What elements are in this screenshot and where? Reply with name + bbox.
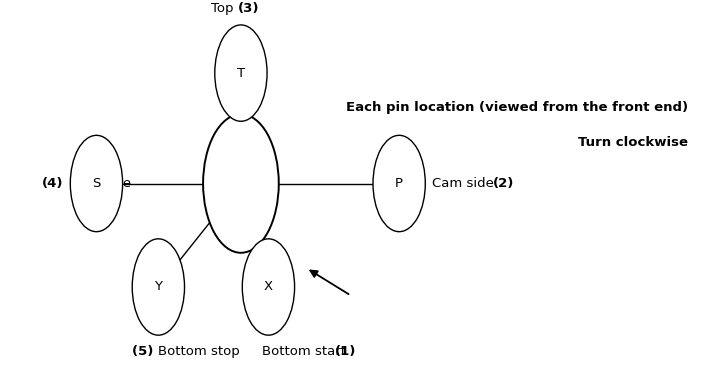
Text: (2): (2) [493,177,514,190]
Ellipse shape [70,135,123,232]
Ellipse shape [373,135,425,232]
Text: (5): (5) [133,345,159,358]
Text: Top: Top [211,2,237,15]
Text: X: X [264,280,273,294]
Ellipse shape [203,114,279,253]
Ellipse shape [215,25,267,121]
Text: Y: Y [154,280,162,294]
Text: (3): (3) [237,2,259,15]
Text: Each pin location (viewed from the front end): Each pin location (viewed from the front… [346,101,688,114]
Text: Turn clockwise: Turn clockwise [578,135,688,149]
Text: Bottom stop: Bottom stop [159,345,240,358]
Text: P: P [395,177,403,190]
Text: (4): (4) [42,177,63,190]
Ellipse shape [132,239,185,335]
Text: Exh. Side: Exh. Side [65,177,131,190]
Ellipse shape [242,239,295,335]
Text: Bottom start: Bottom start [262,345,350,358]
Text: Cam side: Cam side [432,177,498,190]
Text: (1): (1) [334,345,356,358]
Text: T: T [237,66,245,80]
Text: S: S [92,177,100,190]
